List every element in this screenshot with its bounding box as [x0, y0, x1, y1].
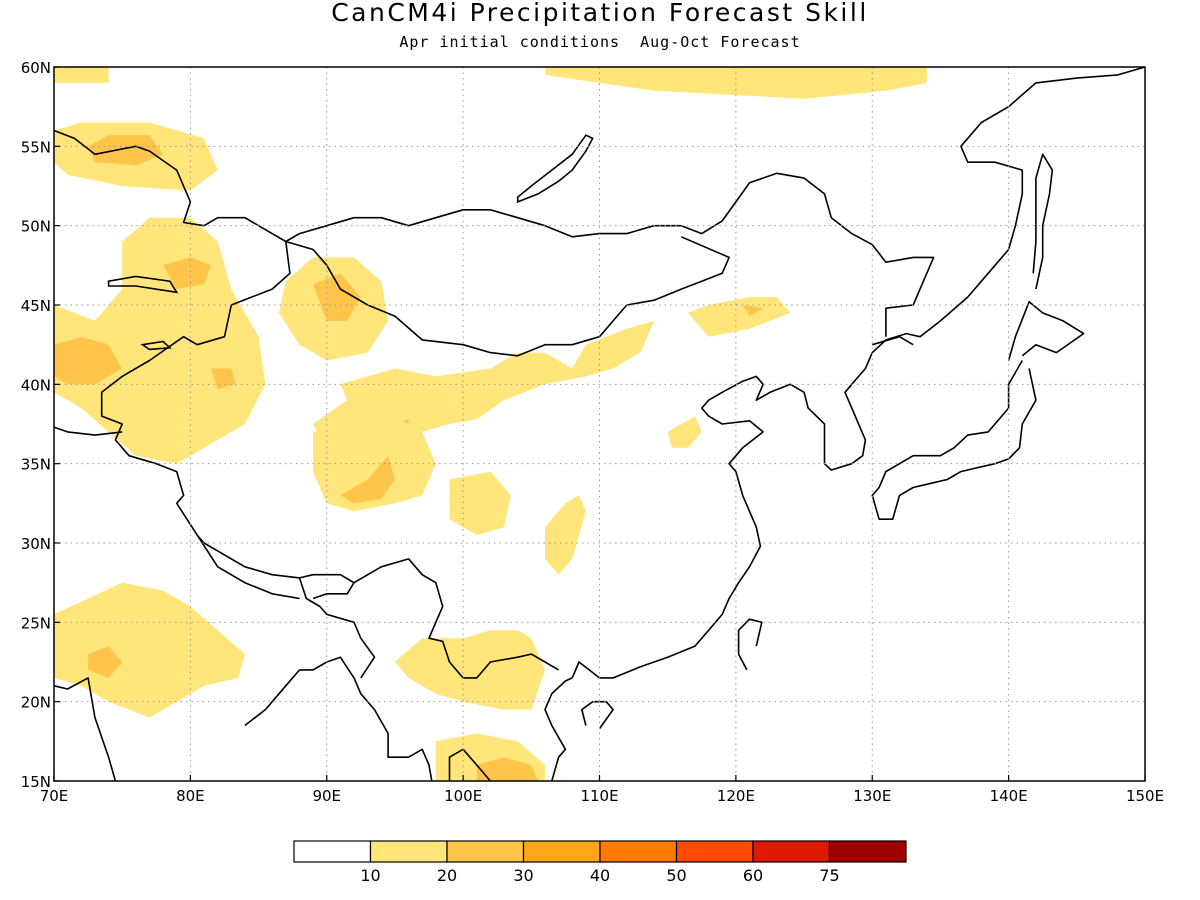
- colorbar-swatch-0: [293, 840, 372, 863]
- tick-label-lat-30: 30N: [21, 535, 51, 553]
- lake-outline-2: [140, 340, 172, 351]
- coastline-18: [196, 534, 300, 600]
- colorbar-swatch-3: [522, 840, 601, 863]
- coastline-5: [580, 700, 614, 730]
- colorbar-label-20: 20: [437, 866, 457, 885]
- coastline-9: [244, 669, 301, 727]
- coastline-4: [1032, 153, 1054, 290]
- tick-label-lon-130: 130E: [853, 787, 891, 805]
- lake-outline-0: [516, 134, 594, 204]
- gridlines: [54, 67, 1145, 781]
- coastline-15: [54, 426, 123, 436]
- skill-region-6: [163, 257, 211, 290]
- skill-region-22: [476, 757, 539, 781]
- skill-region-20: [394, 630, 545, 710]
- coastline-0: [571, 67, 1145, 679]
- tick-label-lon-110: 110E: [580, 787, 618, 805]
- tick-label-lat-60: 60N: [21, 59, 51, 77]
- skill-region-3: [88, 135, 164, 166]
- tick-label-lat-25: 25N: [21, 614, 51, 632]
- tick-label-lon-150: 150E: [1126, 787, 1164, 805]
- skill-region-15: [545, 495, 586, 575]
- skill-region-5: [54, 336, 123, 385]
- colorbar: 10 20 30 40 50 60 75: [293, 840, 907, 885]
- colorbar-swatch-2: [446, 840, 525, 863]
- coastline-14: [285, 236, 730, 357]
- coastline-3: [1007, 300, 1085, 361]
- tick-label-lon-70: 70E: [40, 787, 69, 805]
- colorbar-label-10: 10: [360, 866, 380, 885]
- tick-label-lat-45: 45N: [21, 297, 51, 315]
- lake-outline-1: [107, 275, 179, 294]
- coastline-2: [871, 360, 1037, 521]
- tick-label-lat-35: 35N: [21, 456, 51, 474]
- tick-label-lon-90: 90E: [312, 787, 341, 805]
- tick-label-lat-15: 15N: [21, 773, 51, 791]
- colorbar-label-40: 40: [590, 866, 610, 885]
- tick-label-lon-140: 140E: [990, 787, 1028, 805]
- coastline-13: [100, 241, 560, 679]
- skill-regions: [54, 67, 927, 781]
- colorbar-label-60: 60: [743, 866, 763, 885]
- axis-ticks: 70E 80E 90E 100E 110E 120E 130E 140E 150E 60N 55N 5…: [21, 59, 1164, 805]
- skill-region-17: [742, 305, 764, 317]
- colorbar-swatch-6: [752, 840, 831, 863]
- colorbar-label-30: 30: [513, 866, 533, 885]
- colorbar-label-50: 50: [666, 866, 686, 885]
- skill-region-1: [545, 67, 927, 99]
- colorbar-swatch-4: [599, 840, 678, 863]
- skill-region-7: [210, 368, 236, 390]
- tick-label-lat-55: 55N: [21, 138, 51, 156]
- tick-label-lat-40: 40N: [21, 376, 51, 394]
- skill-region-9: [313, 273, 361, 321]
- skill-region-19: [88, 646, 123, 678]
- skill-region-23: [667, 416, 702, 448]
- coastline-16: [298, 577, 376, 679]
- colorbar-label-75: 75: [819, 866, 839, 885]
- skill-region-16: [688, 297, 791, 337]
- coastline-8: [54, 677, 117, 781]
- colorbar-swatch-1: [369, 840, 448, 863]
- skill-region-13: [340, 455, 395, 504]
- tick-label-lat-20: 20N: [21, 694, 51, 712]
- coastline-6: [737, 618, 763, 671]
- tick-label-lon-80: 80E: [176, 787, 205, 805]
- tick-label-lon-120: 120E: [717, 787, 755, 805]
- chart-title: CanCM4i Precipitation Forecast Skill: [331, 0, 869, 27]
- colorbar-swatch-7: [828, 840, 907, 863]
- skill-region-4: [54, 217, 266, 464]
- tick-label-lat-50: 50N: [21, 218, 51, 236]
- colorbar-swatch-5: [675, 840, 754, 863]
- coastline-17: [312, 582, 355, 600]
- coastline-11: [544, 677, 573, 781]
- skill-region-18: [54, 582, 245, 718]
- skill-region-14: [449, 471, 511, 536]
- chart-subtitle: Apr initial conditions Aug-Oct Forecast: [399, 33, 801, 51]
- coastline-1: [872, 335, 914, 346]
- tick-label-lon-100: 100E: [444, 787, 482, 805]
- skill-region-0: [54, 67, 109, 83]
